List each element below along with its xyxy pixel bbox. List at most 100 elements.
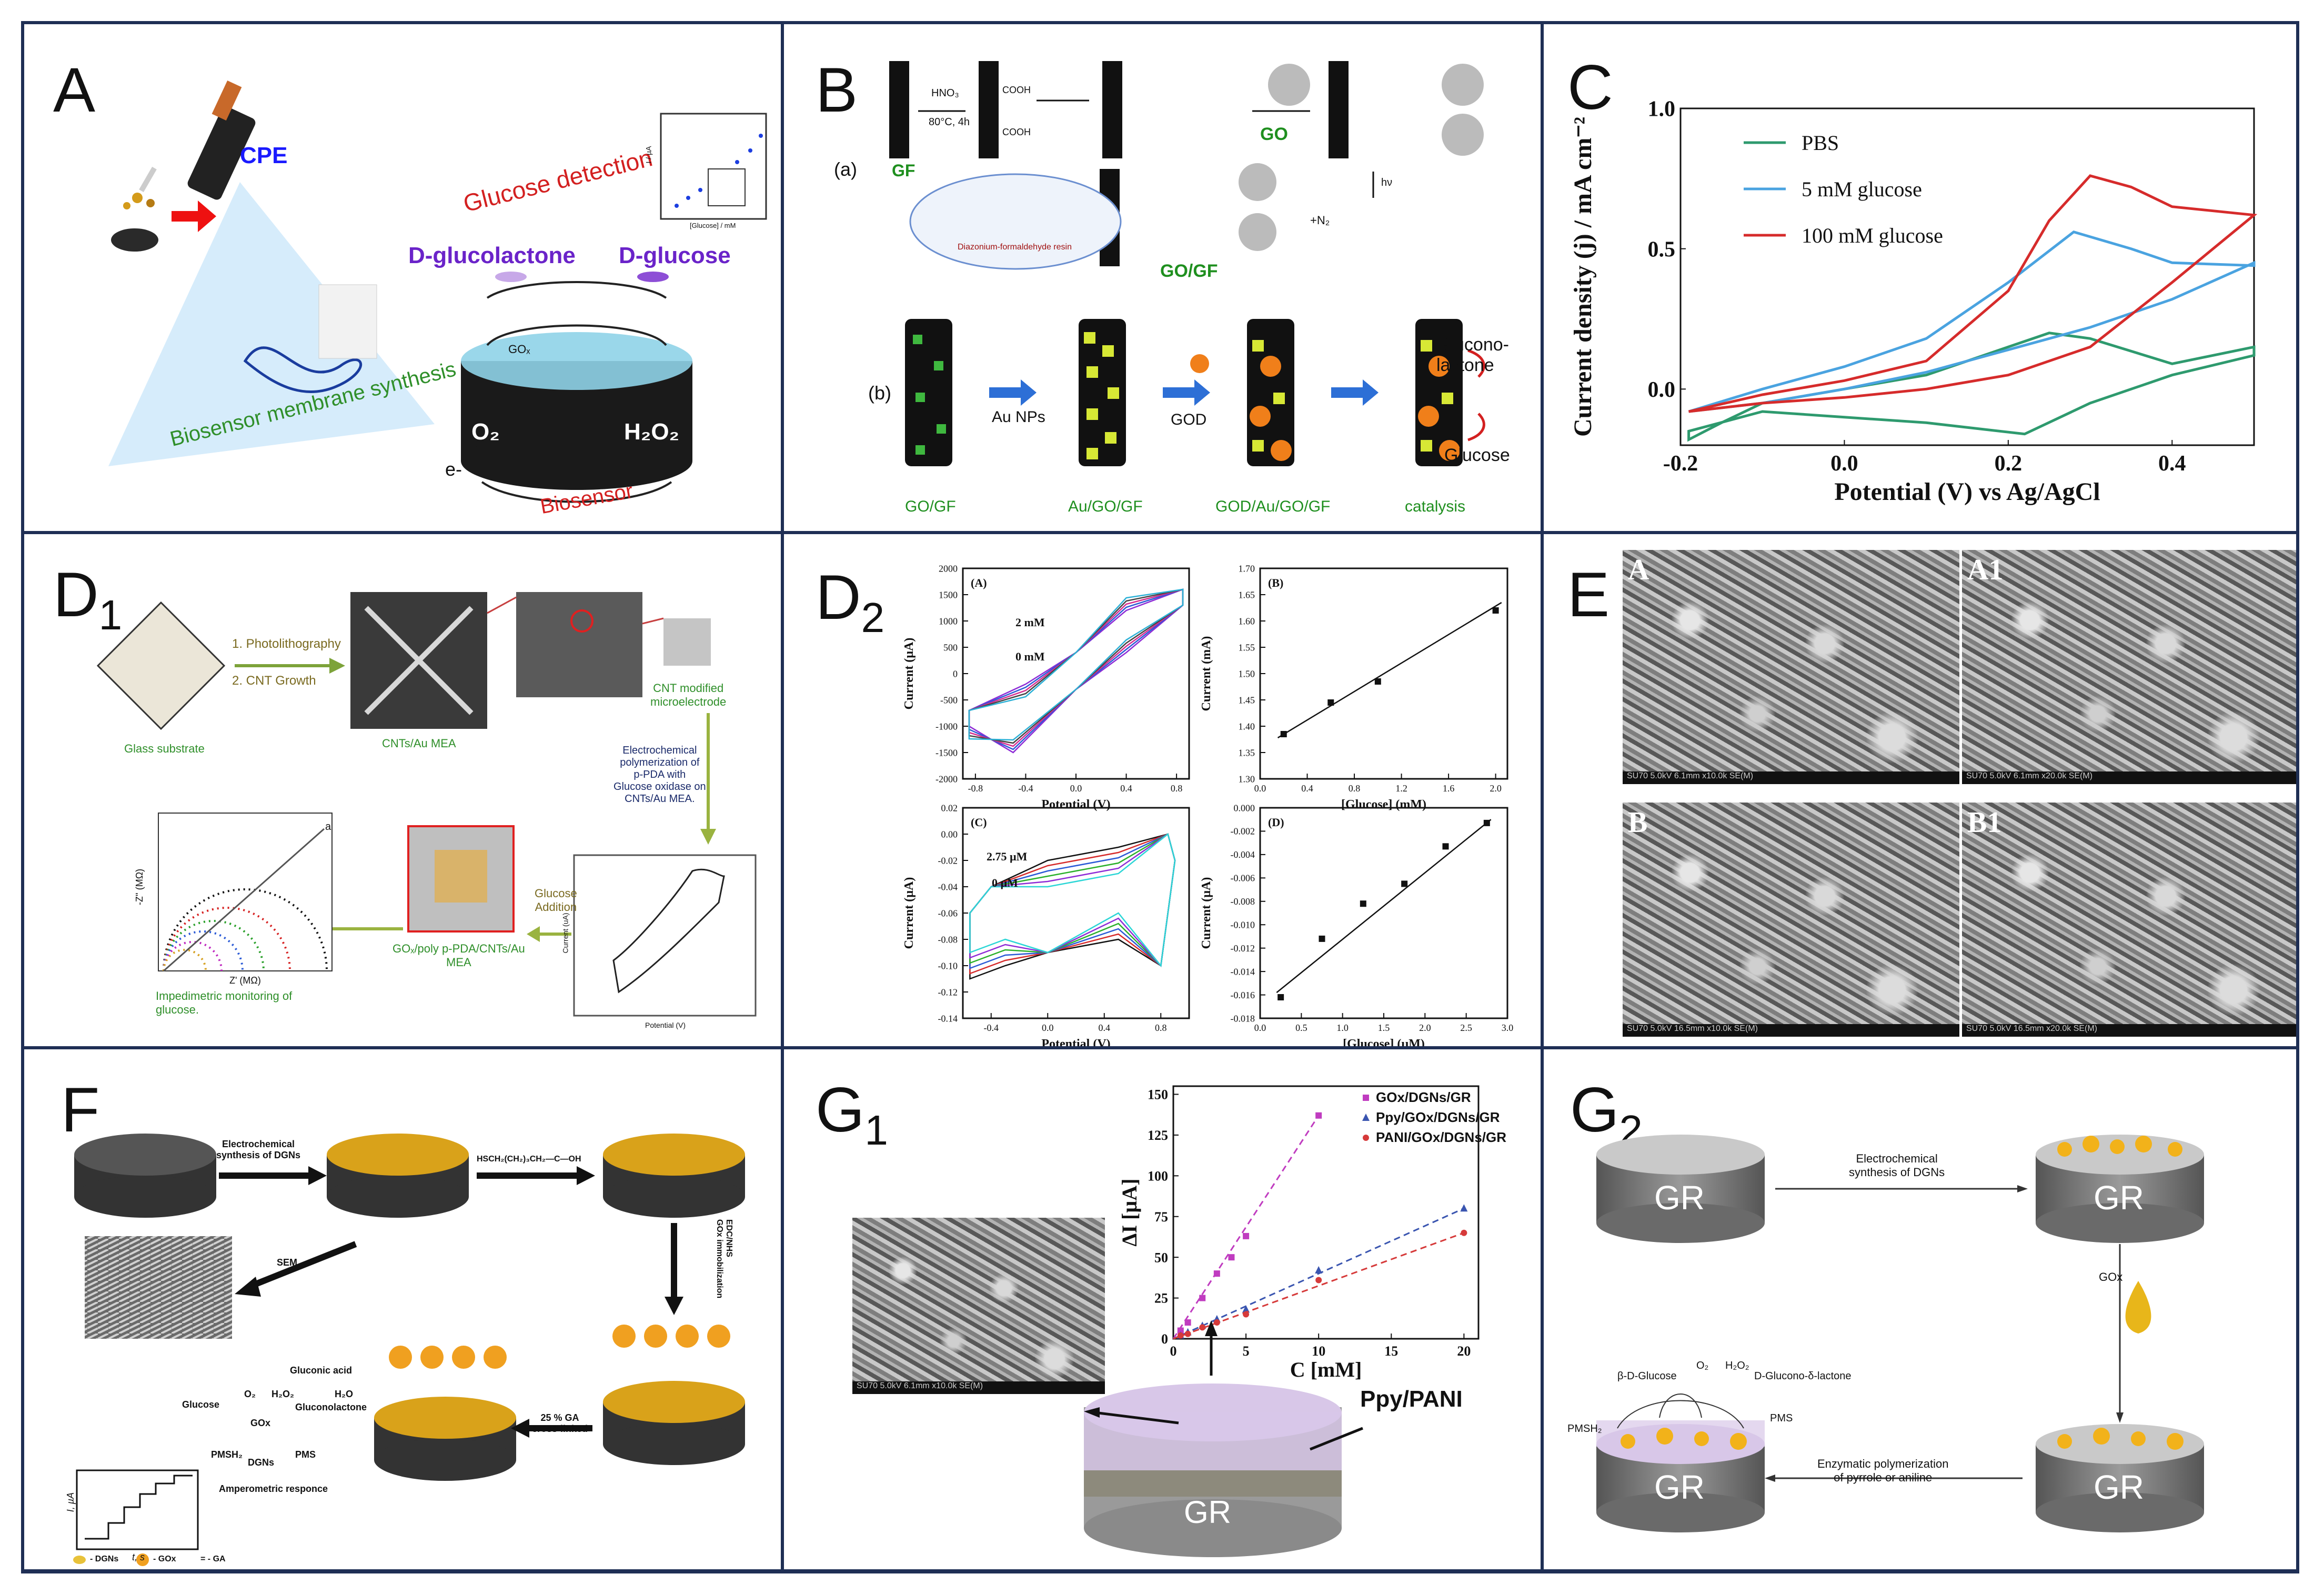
- x-tick-label: 2.5: [1460, 1022, 1472, 1033]
- f-h2o2: H₂O₂: [271, 1389, 294, 1399]
- y-tick-label: -0.012: [1231, 943, 1255, 954]
- e-minus-label: e-: [445, 458, 462, 480]
- legend-label-1: GOx/DGNs/GR: [1376, 1089, 1471, 1105]
- f-glucose: Glucose: [182, 1399, 220, 1410]
- data-point-D-2: [1319, 935, 1325, 942]
- x-tick-label: 0.2: [1995, 452, 2023, 476]
- panel-d1: D1 Glass substrate: [21, 531, 784, 1049]
- data-point-1-2: [1184, 1319, 1191, 1326]
- y-tick-label: 25: [1154, 1291, 1168, 1306]
- y-tick-label: 1.0: [1648, 97, 1676, 122]
- y-axis-label: ΔI [µA]: [1118, 1178, 1141, 1246]
- panel-f-schematic: [73, 1134, 745, 1566]
- data-point-3-7: [1461, 1229, 1467, 1236]
- x-tick-label: 2.0: [1419, 1022, 1431, 1033]
- x-tick-label: 0.0: [1042, 1022, 1054, 1033]
- x-axis-label: Potential (V) vs Ag/AgCl: [1834, 478, 2100, 506]
- y-tick-label: 0.000: [1234, 803, 1255, 813]
- panel-a-schematic: [108, 80, 767, 503]
- panel-c: C -0.2 0.0 0.2 0.4 0.0 0.5 1.0 Potential (V) vs…: [1541, 21, 2299, 534]
- cv-curve-C-6: [969, 833, 1176, 968]
- x-tick-label: 0.0: [1830, 452, 1858, 476]
- cv-xlabel: Potential (V): [645, 1021, 686, 1029]
- god-label: GOD: [1171, 411, 1207, 428]
- data-point-D-5: [1442, 843, 1449, 850]
- cpe-label: CPE: [240, 143, 288, 168]
- g2-gr-2: GR: [2094, 1179, 2144, 1217]
- y-tick-label: -500: [940, 695, 958, 705]
- f-edc: EDC/NHS GOx immobilization: [715, 1219, 734, 1299]
- sem-tile-b: SU70 5.0kV 16.5mm x10.0k SE(M) B: [1623, 803, 1959, 1037]
- x-tick-label: 0.5: [1295, 1022, 1307, 1033]
- f-o2: O₂: [244, 1389, 256, 1399]
- x-axis-label: Potential (V): [1041, 1037, 1110, 1049]
- y-tick-label: -0.14: [938, 1013, 958, 1024]
- caption-au-go-gf: Au/GO/GF: [1068, 498, 1143, 515]
- au-nps-label: Au NPs: [992, 408, 1045, 426]
- label-2mm: 2 mM: [1015, 616, 1045, 629]
- x-tick-label: 10: [1312, 1344, 1325, 1359]
- y-tick-label: -0.08: [938, 934, 958, 945]
- series-line-3: [1688, 174, 2258, 413]
- g2-gox: GOx: [2099, 1270, 2123, 1284]
- caption-go-gf: GO/GF: [905, 498, 956, 515]
- x-tick-label: 2.0: [1490, 783, 1502, 794]
- f-t-s: t, s: [132, 1552, 145, 1562]
- glass-substrate-label: Glass substrate: [124, 742, 205, 755]
- x-tick-label: 1.0: [1336, 1022, 1349, 1033]
- g2-enzymatic: Enzymatic polymerization of pyrrole or a…: [1817, 1457, 1949, 1484]
- f-leg-ga: = - GA: [200, 1555, 226, 1563]
- cnts-au-mea-label: CNTs/Au MEA: [382, 737, 456, 750]
- n2-label: +N₂: [1310, 214, 1330, 227]
- g2-beta-glucose: β-D-Glucose: [1617, 1370, 1677, 1382]
- x-tick-label: -0.4: [1018, 783, 1033, 794]
- y-tick-label: -0.10: [938, 960, 958, 971]
- gox-mea-label: GOₓ/poly p-PDA/CNTs/Au MEA: [393, 942, 525, 969]
- cpe-electrode: [187, 106, 256, 200]
- label-c-zero: 0 µM: [992, 876, 1018, 889]
- data-point-D-1: [1277, 994, 1284, 1000]
- f-sem: SEM: [277, 1257, 298, 1268]
- panel-a-label: A: [53, 55, 96, 125]
- x-tick-label: 0.4: [2158, 452, 2186, 476]
- g2-lactone: D-Glucono-δ-lactone: [1754, 1370, 1852, 1382]
- g2-disk-1: [1596, 1135, 1765, 1243]
- y-axis-label: Current (mA): [1200, 636, 1213, 711]
- y-tick-label: -0.010: [1231, 920, 1255, 930]
- x-tick-label: 0.4: [1099, 1022, 1111, 1033]
- data-point-3-1: [1177, 1332, 1184, 1339]
- hno3-label: HNO₃: [931, 87, 959, 99]
- sub-label-C: (C): [971, 816, 987, 829]
- g1-sem-image: SU70 5.0kV 6.1mm x10.0k SE(M): [852, 1218, 1105, 1394]
- legend-label-3: PANI/GOx/DGNs/GR: [1376, 1129, 1506, 1145]
- x-tick-label: 5: [1243, 1344, 1250, 1359]
- y-tick-label: -1500: [935, 747, 958, 758]
- y-axis-label: Current (µA): [902, 638, 916, 710]
- nyquist-xlabel: Z' (MΩ): [229, 975, 261, 986]
- cv-curve-A-2: [968, 588, 1184, 750]
- panel-d2: D2 -0.8 -0.4 0.0 0.4 0.8 2000 1500 1000 500 0 -500…: [781, 531, 1544, 1049]
- chart-d2: -0.8 -0.4 0.0 0.4 0.8 2000 1500 1000 500 0 -500 -10…: [902, 563, 1513, 1049]
- cooh-bottom-label: COOH: [1002, 127, 1031, 137]
- g2-gr-1: GR: [1654, 1179, 1705, 1217]
- legend-label-3: 100 mM glucose: [1802, 224, 1943, 247]
- x-axis-label: C [mM]: [1290, 1358, 1362, 1381]
- x-tick-label: 0.8: [1171, 783, 1183, 794]
- panel-d2-label: D2: [816, 562, 885, 641]
- panel-b-schematic: [889, 61, 1485, 466]
- y-tick-label: 1.55: [1239, 642, 1255, 653]
- legend-marker-2: [1362, 1114, 1370, 1121]
- photolithography-label: 1. Photolithography: [232, 637, 341, 651]
- inset-xlabel: [Glucose] / mM: [690, 222, 736, 229]
- g2-h2o2: H₂O₂: [1725, 1360, 1749, 1371]
- plot-frame: [1259, 807, 1508, 1019]
- g2-disk-3: [2036, 1424, 2204, 1532]
- fit-line-2: [1173, 1207, 1464, 1340]
- x-tick-label: 0.8: [1155, 1022, 1167, 1033]
- y-tick-label: 0.00: [941, 829, 958, 839]
- g1-electrode: [1084, 1320, 1363, 1557]
- disk-4: [603, 1381, 745, 1465]
- nyquist-ylabel: -Z'' (MΩ): [134, 868, 145, 906]
- x-tick-label: 1.2: [1395, 783, 1407, 794]
- cooh-top-label: COOH: [1002, 85, 1031, 95]
